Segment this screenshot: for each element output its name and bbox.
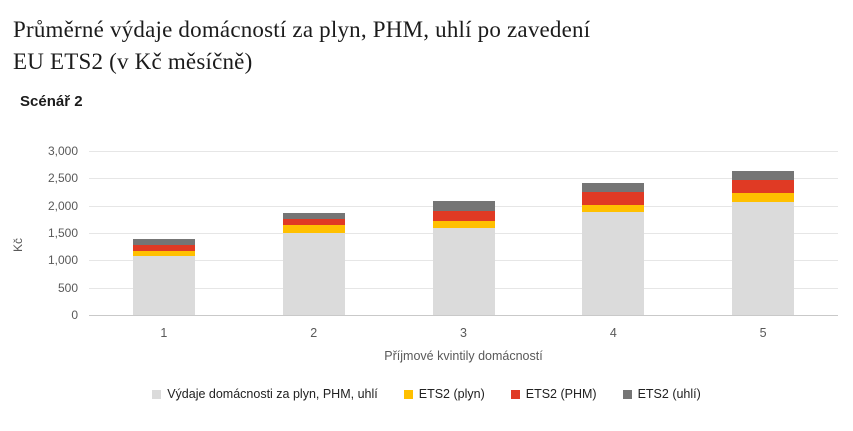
- x-axis-line: [89, 315, 838, 316]
- bar-segment: [132, 255, 195, 315]
- bar-segment: [282, 218, 345, 225]
- bar-segment: [732, 202, 795, 315]
- bar-segment: [432, 210, 495, 221]
- chart-title-line-1: Průměrné výdaje domácností za plyn, PHM,…: [13, 17, 591, 42]
- legend: Výdaje domácnosti za plyn, PHM, uhlí ETS2…: [0, 387, 853, 401]
- legend-label: Výdaje domácnosti za plyn, PHM, uhlí: [167, 387, 378, 401]
- bar-stack-quintile-3: [432, 200, 495, 315]
- bar-segment: [732, 179, 795, 194]
- y-tick-label: 1,000: [47, 253, 78, 268]
- x-tick-label: 2: [310, 326, 318, 340]
- bar-segment: [432, 228, 495, 315]
- bar-segment: [132, 238, 195, 246]
- bar-segment: [582, 191, 645, 205]
- bar-segment: [432, 200, 495, 211]
- bar-stack-quintile-1: [132, 238, 195, 315]
- chart-title-line-2: EU ETS2 (v Kč měsíčně): [13, 49, 253, 74]
- y-tick-label: 0: [71, 308, 78, 322]
- legend-item: ETS2 (uhlí): [622, 387, 701, 401]
- bar-stack-quintile-4: [582, 182, 645, 315]
- legend-swatch-3: [622, 389, 632, 399]
- legend-swatch-0: [152, 389, 162, 399]
- y-tick-label: 1,500: [47, 226, 78, 240]
- bar-stack-quintile-5: [732, 171, 795, 315]
- legend-label: ETS2 (uhlí): [637, 387, 701, 401]
- legend-label: ETS2 (PHM): [525, 387, 597, 401]
- x-axis-title: Příjmové kvintily domácností: [384, 349, 543, 363]
- legend-swatch-2: [510, 389, 520, 399]
- y-tick-label: 3,000: [47, 144, 78, 158]
- bar-segment: [582, 182, 645, 192]
- x-tick-label: 5: [759, 326, 767, 340]
- gridline: [89, 178, 838, 180]
- bar-segment: [732, 193, 795, 203]
- bar-segment: [432, 221, 495, 229]
- bar-segment: [132, 250, 195, 256]
- legend-item: Výdaje domácnosti za plyn, PHM, uhlí: [152, 387, 378, 401]
- bar-segment: [282, 233, 345, 315]
- bar-stack-quintile-2: [282, 212, 345, 315]
- chart-title: Průměrné výdaje domácností za plyn, PHM,…: [13, 14, 833, 78]
- bar-segment: [132, 245, 195, 251]
- legend-item: ETS2 (PHM): [510, 387, 597, 401]
- x-tick-label: 4: [609, 326, 617, 340]
- bar-segment: [282, 224, 345, 233]
- y-tick-label: 2,000: [47, 198, 78, 213]
- bar-segment: [582, 212, 645, 315]
- bar-segment: [582, 204, 645, 213]
- y-tick-label: 2,500: [47, 171, 78, 186]
- chart-subtitle: Scénář 2: [20, 93, 83, 110]
- legend-label: ETS2 (plyn): [418, 387, 485, 401]
- legend-swatch-1: [403, 389, 413, 399]
- gridline: [89, 151, 838, 152]
- bar-segment: [282, 212, 345, 219]
- plot-area: [89, 151, 838, 316]
- bar-segment: [732, 171, 795, 180]
- legend-item: ETS2 (plyn): [403, 387, 485, 401]
- x-tick-label: 3: [460, 326, 467, 340]
- x-tick-label: 1: [160, 326, 168, 340]
- y-tick-label: 500: [57, 280, 78, 295]
